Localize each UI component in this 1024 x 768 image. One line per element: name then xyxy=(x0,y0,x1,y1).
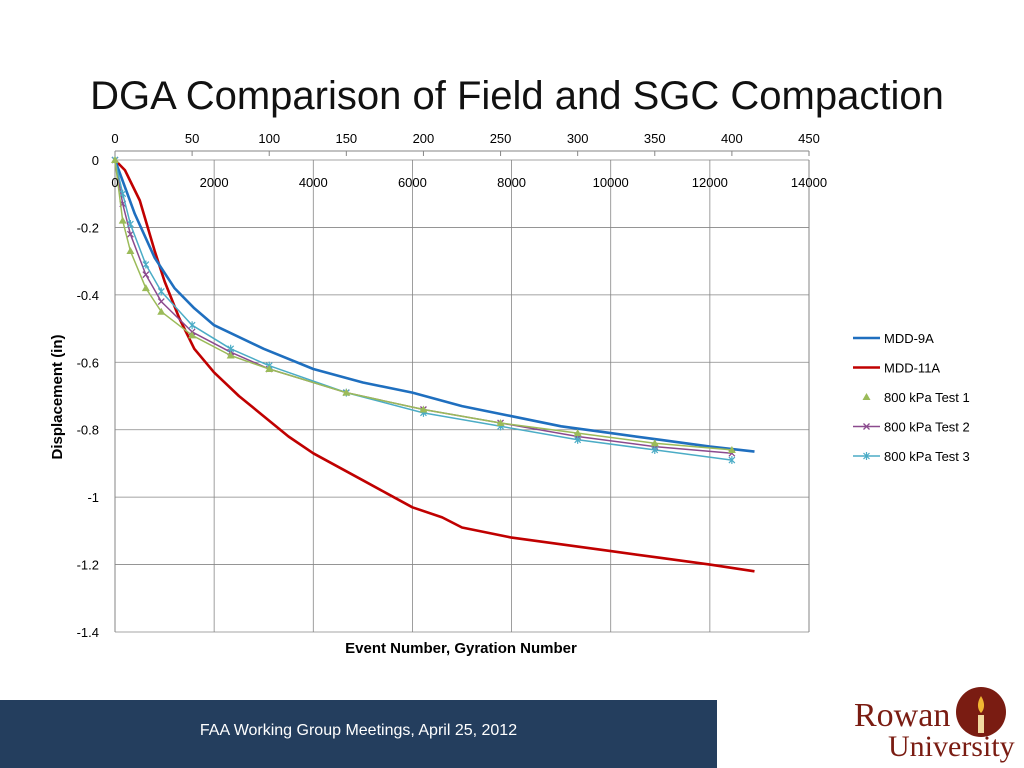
rowan-university-logo: Rowan University xyxy=(854,687,1015,763)
legend-item-800-kpa-test-2: 800 kPa Test 2 xyxy=(853,420,970,435)
chart-legend: MDD-9A MDD-11A 800 kPa Test 1 800 kPa Test … xyxy=(853,331,970,464)
data-point xyxy=(119,189,127,198)
secondary-x-tick-label: 450 xyxy=(798,131,820,146)
legend-swatch-marker xyxy=(863,452,870,460)
secondary-x-tick-label: 300 xyxy=(567,131,589,146)
data-point xyxy=(727,445,736,453)
data-point xyxy=(573,429,582,437)
x-tick-label: 4000 xyxy=(299,175,328,190)
y-tick-label: -1 xyxy=(87,490,99,505)
series-line xyxy=(114,159,732,455)
data-point xyxy=(157,307,166,315)
secondary-x-tick-label: 250 xyxy=(490,131,512,146)
data-point xyxy=(142,271,150,279)
legend-label: 800 kPa Test 1 xyxy=(884,390,970,405)
data-point xyxy=(111,156,119,163)
x-tick-label: 0 xyxy=(111,175,118,190)
legend-label: MDD-11A xyxy=(884,361,940,376)
legend-label: 800 kPa Test 2 xyxy=(884,420,970,435)
legend-label: MDD-9A xyxy=(884,331,934,346)
x-axis-label: Event Number, Gyration Number xyxy=(345,640,577,657)
data-point xyxy=(126,230,134,238)
legend-swatch-marker xyxy=(863,423,870,430)
data-point xyxy=(126,220,134,229)
secondary-x-tick-label: 100 xyxy=(258,131,280,146)
secondary-x-tick-label: 0 xyxy=(111,131,118,146)
data-point xyxy=(157,298,165,306)
data-point xyxy=(126,247,135,255)
data-point xyxy=(265,365,274,373)
secondary-x-tick-label: 150 xyxy=(335,131,357,146)
series-line xyxy=(114,159,732,461)
data-point xyxy=(650,439,659,447)
series-800-kpa-test-3 xyxy=(111,156,736,465)
secondary-x-tick-label: 400 xyxy=(721,131,743,146)
data-point xyxy=(188,331,197,339)
y-tick-label: -1.4 xyxy=(77,625,99,640)
series-line xyxy=(114,159,755,573)
y-axis-label: Displacement (in) xyxy=(49,334,66,459)
chart-series xyxy=(111,156,755,573)
slide-title: DGA Comparison of Field and SGC Compacti… xyxy=(90,74,944,118)
data-point xyxy=(118,216,127,224)
data-point xyxy=(227,344,235,353)
secondary-x-tick-label: 50 xyxy=(185,131,199,146)
data-point xyxy=(651,445,659,454)
x-tick-label: 12000 xyxy=(692,175,728,190)
footer-bar xyxy=(0,700,717,768)
data-point xyxy=(496,418,505,426)
x-tick-label: 14000 xyxy=(791,175,827,190)
legend-swatch-marker xyxy=(862,393,871,400)
legend-item-mdd-11a: MDD-11A xyxy=(853,361,940,376)
secondary-x-tick-label: 350 xyxy=(644,131,666,146)
data-point xyxy=(728,456,736,465)
logo-torch-handle xyxy=(978,715,984,733)
chart-axes xyxy=(114,150,810,632)
data-point xyxy=(141,284,150,292)
y-tick-label: -0.8 xyxy=(77,423,99,438)
chart-gridlines xyxy=(114,159,810,633)
legend-item-mdd-9a: MDD-9A xyxy=(853,331,934,346)
secondary-x-tick-label: 200 xyxy=(413,131,435,146)
y-tick-label: -1.2 xyxy=(77,558,99,573)
logo-line1: Rowan xyxy=(854,697,950,734)
legend-item-800-kpa-test-1: 800 kPa Test 1 xyxy=(862,390,970,405)
y-tick-label: -0.4 xyxy=(77,288,99,303)
x-tick-label: 10000 xyxy=(593,175,629,190)
data-point xyxy=(574,435,582,444)
series-800-kpa-test-1 xyxy=(111,156,736,453)
data-point xyxy=(419,405,428,413)
data-point xyxy=(157,287,165,296)
footer-text: FAA Working Group Meetings, April 25, 20… xyxy=(199,722,518,739)
legend-item-800-kpa-test-3: 800 kPa Test 3 xyxy=(853,449,970,464)
y-tick-label: 0 xyxy=(92,153,99,168)
logo-torch-flame xyxy=(977,696,985,713)
data-point xyxy=(342,388,351,396)
y-tick-label: -0.2 xyxy=(77,220,99,235)
series-mdd-11a xyxy=(114,159,755,573)
displacement-chart: 0-0.2-0.4-0.6-0.8-1-1.2-1.40 2000 4000 6000… xyxy=(49,131,970,657)
y-tick-label: -0.6 xyxy=(77,355,99,370)
chart-tick-labels: 0-0.2-0.4-0.6-0.8-1-1.2-1.40 2000 4000 6000… xyxy=(77,131,827,640)
x-tick-label: 6000 xyxy=(398,175,427,190)
data-point xyxy=(188,321,196,330)
data-point xyxy=(142,260,150,269)
data-point xyxy=(226,351,235,359)
x-tick-label: 8000 xyxy=(497,175,526,190)
legend-label: 800 kPa Test 3 xyxy=(884,449,970,464)
x-tick-label: 2000 xyxy=(200,175,229,190)
logo-line2: University xyxy=(888,730,1015,763)
series-line xyxy=(114,159,732,451)
series-line xyxy=(113,159,755,453)
series-mdd-9a xyxy=(113,159,755,453)
